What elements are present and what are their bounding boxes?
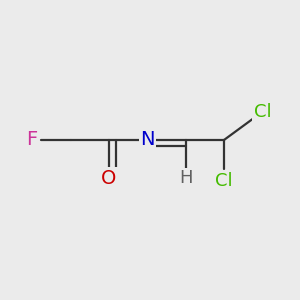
- Text: N: N: [140, 130, 155, 149]
- Text: F: F: [26, 130, 38, 149]
- Text: O: O: [101, 169, 117, 188]
- Text: H: H: [179, 169, 193, 187]
- Text: Cl: Cl: [254, 103, 272, 121]
- Text: Cl: Cl: [215, 172, 233, 190]
